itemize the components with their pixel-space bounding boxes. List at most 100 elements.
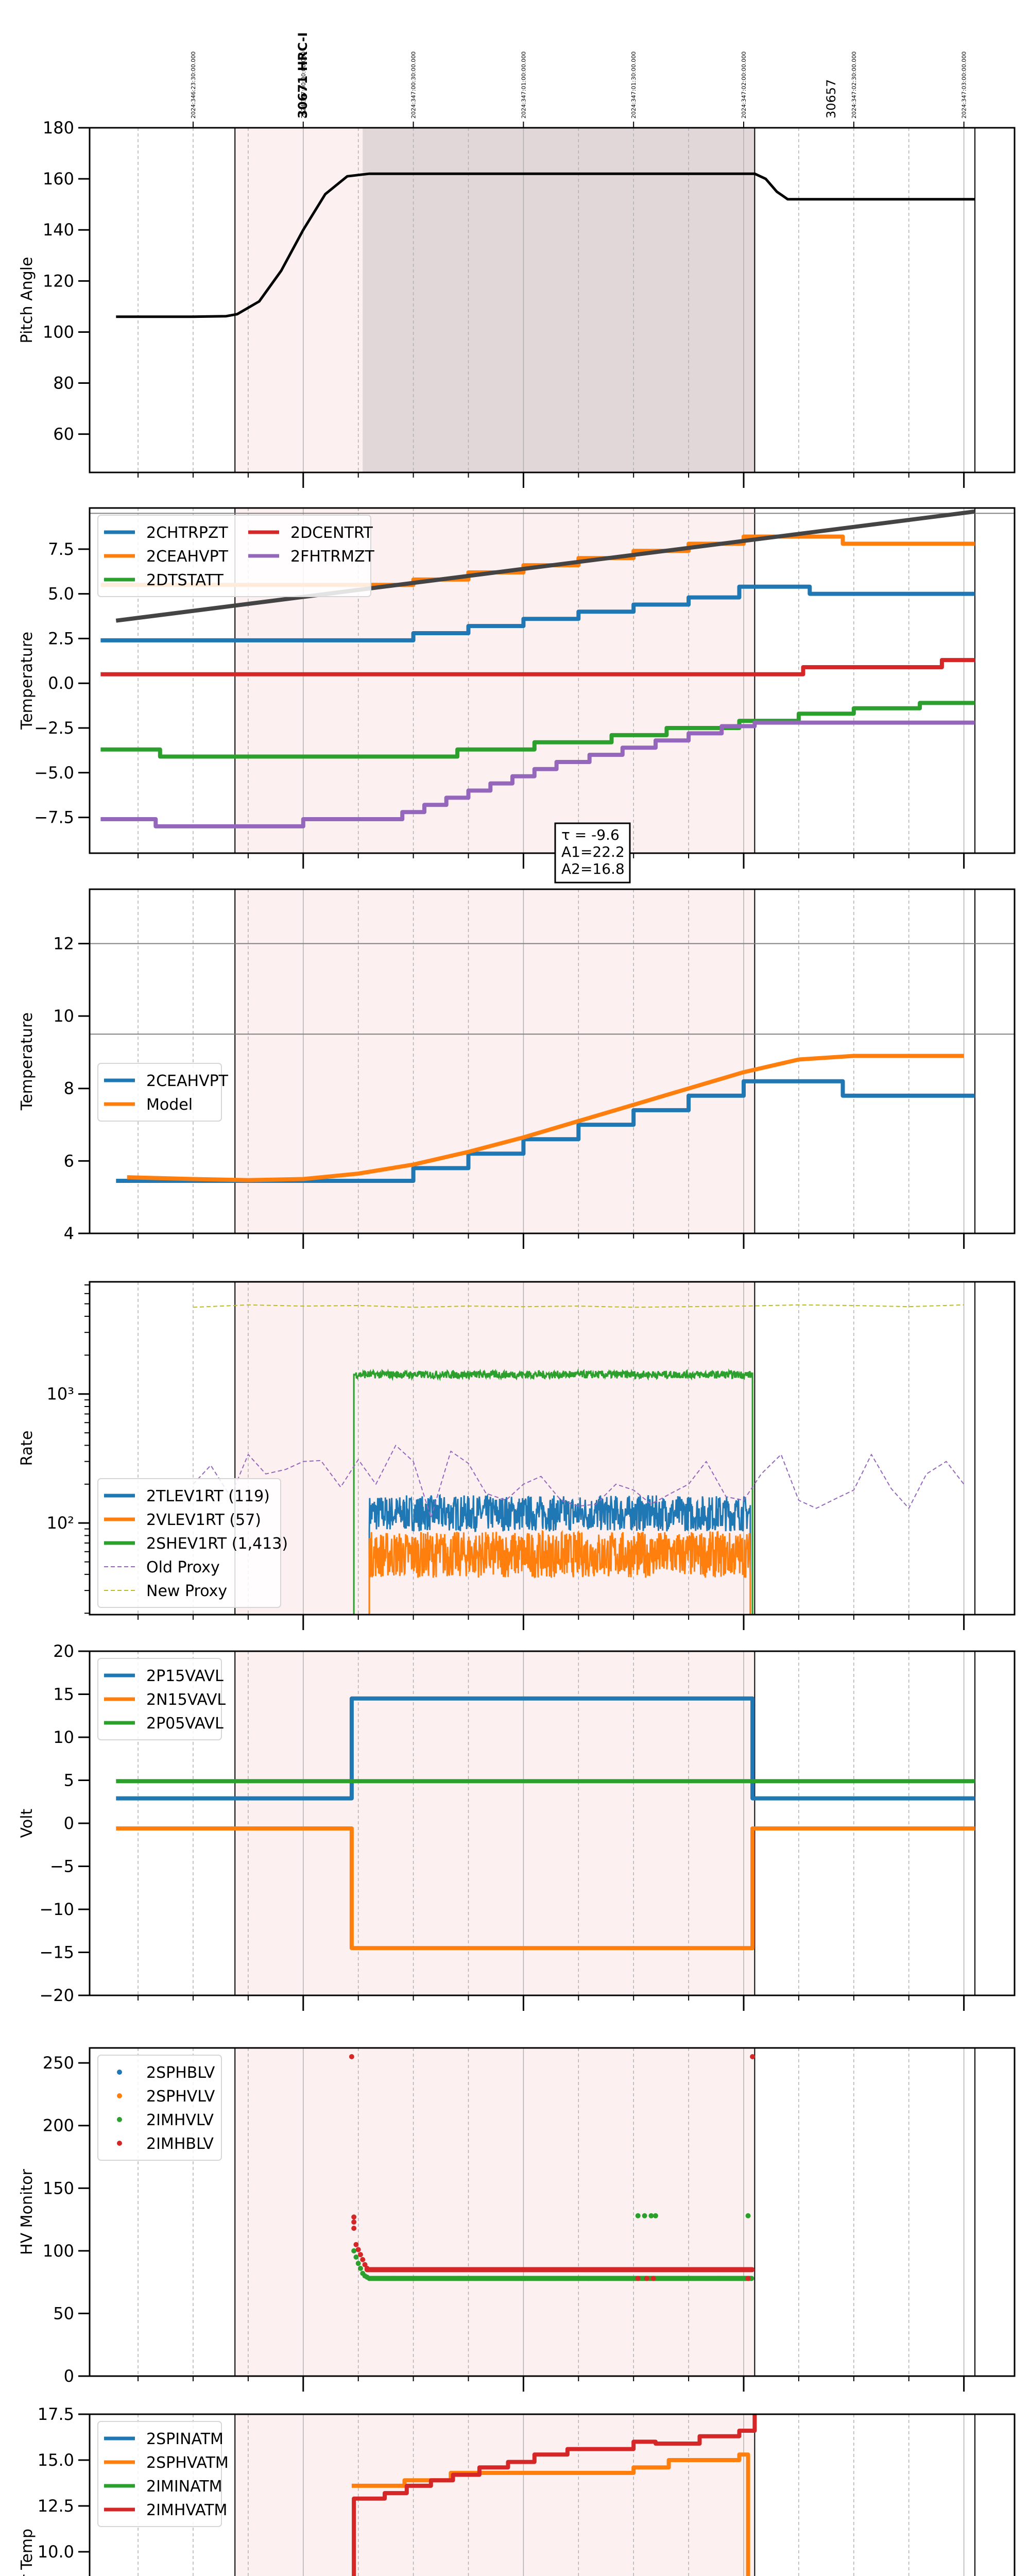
series-line bbox=[100, 701, 975, 759]
observation-shade bbox=[235, 2048, 755, 2376]
y-tick-label: 100 bbox=[43, 322, 74, 342]
data-point bbox=[749, 2267, 755, 2273]
data-point bbox=[355, 2247, 361, 2252]
series-line bbox=[116, 1696, 975, 1801]
data-layer bbox=[349, 2054, 756, 2281]
legend-label: 2P15VAVL bbox=[146, 1667, 224, 1685]
y-tick-label: 2.5 bbox=[48, 629, 74, 648]
y-tick-label: 0 bbox=[64, 1814, 74, 1833]
data-point bbox=[360, 2257, 366, 2262]
data-point bbox=[357, 2265, 363, 2271]
data-point bbox=[635, 2276, 641, 2281]
legend: 2P15VAVL 2N15VAVL 2P05VAVL bbox=[97, 1658, 226, 1740]
y-tick-label: 180 bbox=[43, 118, 74, 138]
panel-7: 0.02.55.07.510.012.515.017.5Detector Tem… bbox=[18, 2404, 1016, 2576]
data-point bbox=[355, 2261, 361, 2266]
data-point bbox=[351, 2214, 357, 2220]
legend-label: 2TLEV1RT (119) bbox=[146, 1487, 270, 1505]
annotation-line: A1=22.2 bbox=[561, 843, 625, 860]
annotation-line: τ = -9.6 bbox=[561, 826, 620, 843]
legend-label: 2SPHBLV bbox=[146, 2064, 215, 2082]
data-point bbox=[653, 2213, 658, 2218]
legend: 2CHTRPZT 2CEAHVPT 2DTSTATT 2DCENTRT 2FHTRMZT bbox=[97, 515, 375, 597]
panel-4: 10² 10³ Rate 2TLEV1RT (119) 2VLEV1RT (57) 2SH… bbox=[18, 1281, 1016, 1630]
y-tick-label: 60 bbox=[53, 425, 74, 444]
axes-frame bbox=[89, 2047, 1016, 2377]
y-tick-label: 15.0 bbox=[38, 2450, 74, 2470]
y-tick-label: 12.5 bbox=[38, 2496, 74, 2516]
top-time-label: 2024:347:03:00:00.000 bbox=[961, 52, 968, 118]
y-tick-label: −20 bbox=[39, 1986, 74, 2005]
panel-1: 60 80 100 120 140 160 180 Pitch Angle bbox=[18, 118, 1016, 488]
series-line bbox=[100, 720, 975, 828]
y-tick-label: 150 bbox=[43, 2178, 74, 2198]
y-tick-label: 7.5 bbox=[48, 539, 74, 559]
legend-label: 2IMHBLV bbox=[146, 2135, 214, 2153]
series-line bbox=[193, 1445, 965, 1518]
legend-marker bbox=[117, 2141, 122, 2146]
obsid-label: 30671 HRC-I bbox=[296, 32, 310, 118]
data-layer bbox=[116, 172, 975, 318]
data-point bbox=[349, 2054, 354, 2060]
legend-label: New Proxy bbox=[146, 1582, 227, 1600]
legend: 2SPINATM 2SPHVATM 2IMINATM 2IMHVATM bbox=[97, 2421, 229, 2527]
observation-shade bbox=[235, 2414, 755, 2576]
y-tick-label: −15 bbox=[39, 1943, 74, 1962]
data-point bbox=[357, 2252, 363, 2258]
y-tick-label: 5 bbox=[64, 1771, 74, 1790]
annotation-box bbox=[554, 822, 631, 884]
series-line bbox=[116, 1826, 975, 1951]
data-point bbox=[351, 2248, 357, 2253]
y-tick-label: 80 bbox=[53, 374, 74, 393]
data-layer bbox=[100, 509, 975, 828]
series-line bbox=[368, 1530, 751, 1615]
legend-label: 2P05VAVL bbox=[146, 1715, 224, 1733]
legend-label: 2SPHVATM bbox=[146, 2454, 229, 2472]
axes-frame bbox=[89, 507, 1016, 854]
top-time-label: 2024:347:01:30:00.000 bbox=[630, 52, 637, 118]
legend-box bbox=[97, 1478, 281, 1608]
data-layer bbox=[116, 1696, 975, 1951]
series-line bbox=[193, 1304, 964, 1308]
legend: 2SPHBLV 2SPHVLV 2IMHVLV 2IMHBLV bbox=[97, 2055, 222, 2161]
legend-label: 2SPHVLV bbox=[146, 2088, 215, 2106]
y-tick-label: −5.0 bbox=[34, 763, 74, 783]
y-tick-label: 10.0 bbox=[38, 2542, 74, 2562]
data-point bbox=[650, 2276, 656, 2281]
y-tick-label: 120 bbox=[43, 271, 74, 291]
data-point bbox=[353, 2255, 359, 2260]
legend-label: Old Proxy bbox=[146, 1558, 220, 1577]
top-time-label: 2024:347:00:00:00.000 bbox=[300, 52, 307, 118]
legend-label: 2CEAHVPT bbox=[146, 548, 229, 566]
y-tick-label: −2.5 bbox=[34, 718, 74, 738]
top-time-label: 2024:347:00:30:00.000 bbox=[410, 52, 417, 118]
top-time-label: 2024:347:02:30:00.000 bbox=[851, 52, 857, 118]
y-tick-label: 12 bbox=[53, 934, 74, 953]
top-time-label: 2024:347:02:00:00.000 bbox=[741, 52, 747, 118]
data-layer bbox=[116, 1054, 975, 1183]
series-line bbox=[127, 1054, 964, 1182]
y-tick-label: 4 bbox=[64, 1224, 74, 1243]
legend-label: 2IMHVATM bbox=[146, 2501, 227, 2519]
top-time-label: 2024:346:23:30:00.000 bbox=[190, 52, 197, 118]
data-point bbox=[353, 2242, 359, 2247]
series-line bbox=[368, 1493, 751, 1615]
legend-box bbox=[97, 1658, 222, 1740]
y-tick-label: 50 bbox=[53, 2303, 74, 2323]
y-axis-label: Volt bbox=[18, 1808, 36, 1838]
legend-box bbox=[97, 515, 371, 597]
axes-frame bbox=[89, 1281, 1016, 1616]
axes-frame bbox=[89, 2413, 1016, 2576]
annotation-line: A2=16.8 bbox=[561, 860, 625, 877]
y-tick-label: 17.5 bbox=[38, 2404, 74, 2424]
y-tick-label: 200 bbox=[43, 2116, 74, 2136]
legend-label: 2FHTRMZT bbox=[290, 548, 375, 566]
data-point bbox=[745, 2276, 751, 2281]
y-axis-label: Temperature bbox=[18, 1012, 36, 1111]
data-point bbox=[642, 2213, 647, 2218]
obsid-label: 30657 bbox=[824, 79, 838, 118]
y-tick-label: 10³ bbox=[46, 1384, 74, 1404]
